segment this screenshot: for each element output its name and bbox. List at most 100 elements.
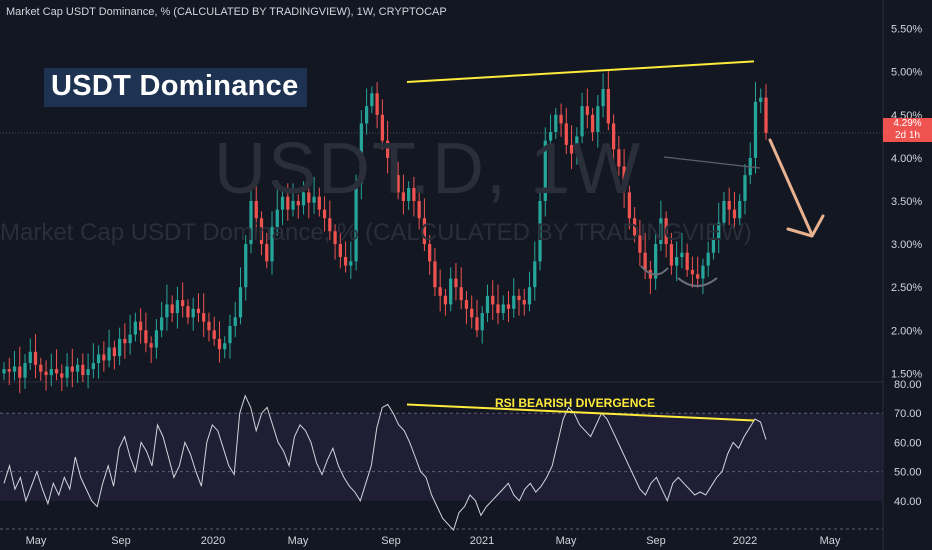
candle-body (527, 287, 532, 305)
candle-body (638, 235, 642, 253)
rsi-axis-label: 40.00 (894, 496, 922, 508)
candle-body (249, 201, 253, 245)
candle-body (170, 304, 174, 314)
candle-body (743, 175, 747, 201)
candle-body (517, 295, 521, 301)
candle-body (543, 140, 547, 201)
candle-body (738, 201, 742, 219)
time-axis-label: Sep (646, 535, 666, 547)
candle-body (433, 261, 437, 288)
candle-body (307, 192, 311, 203)
candle-body (49, 369, 53, 376)
candle-body (2, 369, 6, 374)
candle-body (480, 313, 484, 331)
candle-body (328, 218, 332, 232)
candle-body (128, 334, 132, 344)
rsi-axis-label: 60.00 (894, 437, 922, 449)
time-axis-label: 2020 (201, 535, 225, 547)
candle-body (412, 188, 416, 201)
candle-body (133, 321, 138, 335)
candle-body (443, 295, 448, 305)
time-axis-label: May (820, 535, 841, 547)
candle-body (701, 265, 705, 279)
drawings (406, 60, 825, 422)
candle-body (217, 338, 222, 350)
projection-arrow-head (786, 214, 825, 238)
candle-body (491, 295, 495, 305)
candle-body (501, 304, 505, 314)
candle-body (385, 140, 390, 158)
candle-body (375, 93, 379, 115)
time-axis-label: May (556, 535, 577, 547)
candle-body (33, 351, 38, 365)
candle-body (364, 106, 369, 124)
candle-body (407, 188, 411, 201)
candle-body (312, 196, 316, 203)
candle-body (538, 201, 542, 262)
rsi-axis-label: 80.00 (894, 379, 922, 391)
candle-body (554, 114, 558, 133)
candle-body (191, 308, 195, 318)
candle-body (627, 192, 631, 219)
candle-body (233, 317, 237, 326)
candle-body (154, 330, 159, 348)
candle-body (60, 373, 64, 378)
time-axis-label: Sep (381, 535, 401, 547)
candle-body (7, 369, 11, 372)
candle-body (296, 201, 300, 206)
rsi-axis-label: 50.00 (894, 467, 922, 479)
price-axis-label: 3.00% (891, 239, 922, 251)
candle-body (396, 175, 400, 193)
candle-body (165, 304, 169, 318)
price-axis-label: 2.50% (891, 282, 922, 294)
usdt-dominance-badge: USDT Dominance (44, 68, 307, 107)
candle-body (354, 183, 358, 262)
candle-body (459, 287, 463, 301)
candle-body (680, 252, 684, 258)
candle-body (322, 209, 327, 219)
candle-body (417, 201, 421, 219)
candle-body (228, 325, 232, 344)
last-price-tag[interactable]: 4.29% 2d 1h (883, 118, 932, 142)
candle-body (70, 366, 74, 372)
time-axis-label: 2022 (733, 535, 757, 547)
price-axis-label: 3.50% (891, 196, 922, 208)
time-axis-label: 2021 (470, 535, 494, 547)
candle-body (75, 364, 80, 372)
candle-body (91, 363, 95, 370)
projection-arrow-shaft (768, 138, 814, 237)
candle-body (496, 304, 500, 314)
candle-body (117, 338, 122, 357)
candle-body (259, 218, 264, 245)
rsi-divergence-line (406, 403, 755, 422)
candle-body (669, 244, 674, 266)
last-price-value: 4.29% (893, 118, 922, 129)
candle-body (643, 252, 647, 270)
candle-body (286, 196, 290, 210)
candle-body (175, 300, 180, 314)
candle-body (39, 364, 43, 372)
candle-body (422, 218, 427, 245)
watermark-symbol: USDT.D, 1W (214, 129, 643, 209)
candle-body (575, 136, 579, 154)
candle-body (333, 231, 337, 245)
candle-body (44, 371, 48, 376)
candle-body (291, 201, 295, 210)
candle-body (144, 330, 148, 344)
candle-body (506, 304, 511, 309)
candle-body (464, 300, 469, 309)
candle-body (359, 123, 363, 184)
rsi-divergence-label: RSI BEARISH DIVERGENCE (495, 396, 656, 410)
time-axis-label: May (26, 535, 47, 547)
neckline (663, 156, 761, 169)
candle-body (12, 366, 17, 372)
candle-body (23, 363, 27, 378)
candle-body (270, 226, 274, 262)
candle-body (149, 343, 153, 348)
watermark-description: Market Cap USDT Dominance, % (CALCULATED… (0, 219, 752, 246)
candle-series (2, 69, 768, 394)
candle-body (160, 317, 164, 331)
candle-body (438, 287, 442, 296)
candle-body (338, 244, 342, 258)
